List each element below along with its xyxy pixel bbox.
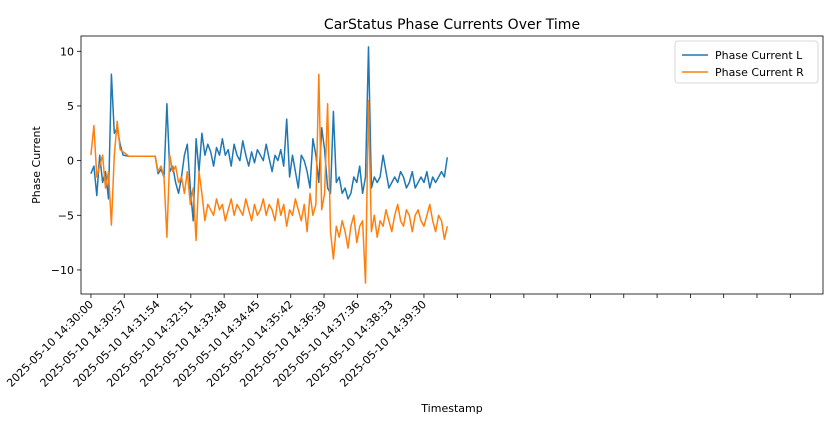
series-layer: [90, 46, 449, 284]
series-line-2: [90, 73, 449, 284]
x-axis-label: Timestamp: [420, 402, 482, 415]
plot-frame: [80, 35, 824, 295]
chart-title: CarStatus Phase Currents Over Time: [324, 17, 580, 33]
y-tick-label: −5: [58, 209, 74, 222]
y-tick-label: −10: [51, 264, 74, 277]
plot-area: [80, 35, 824, 295]
y-axis-label: Phase Current: [30, 125, 43, 203]
legend-label: Phase Current L: [715, 49, 803, 62]
y-tick-label: 0: [67, 155, 74, 168]
chart-legend: Phase Current L Phase Current R: [674, 40, 819, 84]
series-line-1: [90, 46, 449, 222]
legend-label: Phase Current R: [715, 66, 804, 79]
legend-frame: [674, 40, 819, 84]
y-tick-label: 10: [60, 45, 74, 58]
y-axis: 10 5 0 −5 −10: [51, 45, 81, 277]
y-tick-label: 5: [67, 100, 74, 113]
